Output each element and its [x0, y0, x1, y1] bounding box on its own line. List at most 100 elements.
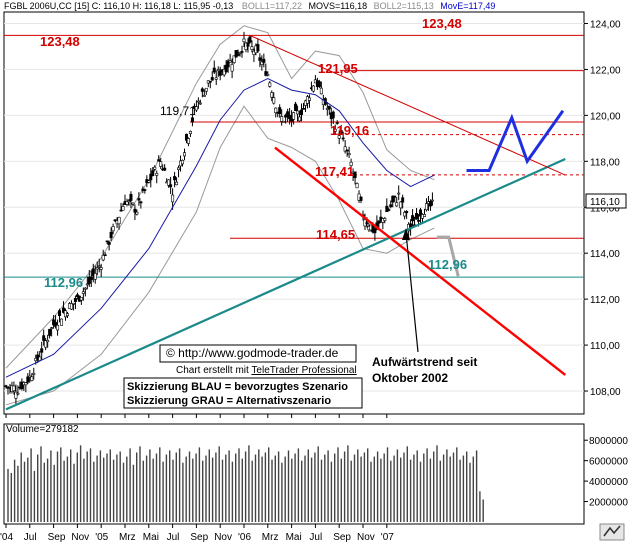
header-movs: MOVS=116,18	[308, 1, 367, 11]
time-tick-label: Mai	[143, 532, 159, 543]
bollinger-lower	[5, 105, 435, 406]
chart-credit-prefix: Chart erstellt mit	[176, 365, 249, 376]
bollinger-upper	[5, 25, 435, 369]
candle-body	[286, 111, 290, 118]
candle-body	[181, 160, 185, 165]
candle-body	[20, 381, 24, 389]
price-bars	[4, 31, 434, 407]
time-tick-label: Nov	[214, 532, 232, 543]
candle-body	[14, 391, 18, 399]
candle-body	[345, 149, 349, 152]
candle-body	[103, 254, 107, 257]
candle-body	[157, 159, 161, 162]
price-tick-label: 108,00	[590, 387, 621, 398]
last-price-label: 116,10	[590, 197, 620, 208]
candle-body	[377, 220, 381, 224]
candle-body	[405, 211, 409, 214]
candle-body	[294, 103, 298, 111]
trend-note-arrow	[405, 232, 419, 353]
candle-body	[311, 85, 315, 92]
candle-body	[79, 297, 83, 301]
level-label: 112,96	[428, 257, 467, 272]
candle-body	[395, 202, 399, 207]
candle-body	[101, 254, 105, 261]
level-label: 119,71	[160, 104, 196, 118]
price-tick-label: 120,00	[590, 111, 621, 122]
candle-body	[226, 60, 230, 68]
time-tick-label: Mai	[286, 532, 302, 543]
candle-body	[85, 283, 89, 286]
candle-body	[139, 201, 143, 204]
volume-bars	[7, 445, 484, 522]
time-tick-label: Jul	[167, 532, 180, 543]
volume-label: Volume=279182	[6, 424, 79, 435]
candle-body	[42, 335, 46, 341]
candle-body	[81, 291, 85, 294]
candle-body	[424, 203, 428, 211]
candle-body	[335, 122, 339, 124]
candle-body	[278, 107, 282, 115]
candle-body	[307, 97, 311, 101]
candle-body	[250, 46, 254, 50]
candle-body	[300, 109, 304, 116]
candle-body	[24, 382, 28, 386]
time-tick-label: '04	[0, 532, 13, 543]
candle-body	[216, 69, 220, 71]
price-tick-label: 114,00	[590, 249, 620, 260]
time-tick-label: Sep	[333, 532, 351, 543]
price-tick-label: 118,00	[590, 157, 620, 168]
candle-body	[147, 180, 151, 183]
candle-body	[58, 310, 62, 316]
time-tick-label: Jul	[24, 532, 37, 543]
candle-body	[12, 385, 16, 392]
candle-body	[87, 276, 91, 284]
candle-body	[159, 161, 163, 167]
level-labels: 123,48 123,48 121,95 119,71 119,16 117,41 114,…	[40, 16, 467, 290]
candle-body	[26, 376, 30, 383]
candle-body	[337, 135, 341, 139]
time-tick-label: Nov	[357, 532, 375, 543]
moving-average-line	[5, 78, 435, 378]
time-axis-ticks: '04 Jul Sep Nov '05 Mrz Mai Jul Sep Nov '06 Mrz Mai J…	[0, 414, 394, 543]
candle-body	[389, 204, 393, 208]
time-tick-label: '06	[238, 532, 251, 543]
header-boll1: BOLL1=117,22	[242, 1, 302, 11]
candle-body	[48, 328, 52, 336]
candle-body	[246, 42, 250, 47]
candle-body	[127, 200, 131, 203]
candle-body	[385, 205, 389, 212]
candle-body	[234, 50, 238, 58]
scenario-grey-line	[436, 235, 460, 277]
candle-body	[204, 87, 208, 92]
level-label: 114,65	[316, 227, 355, 242]
level-label: 123,48	[40, 34, 80, 49]
time-tick-label: '07	[381, 532, 394, 543]
candle-body	[296, 110, 300, 115]
trend-note-line2: Oktober 2002	[372, 371, 448, 385]
candle-body	[401, 197, 405, 203]
candle-body	[89, 276, 93, 280]
candle-body	[93, 273, 97, 280]
legend-grey: Skizzierung GRAU = Alternativszenario	[127, 395, 331, 407]
candle-body	[222, 68, 226, 76]
candle-body	[71, 302, 75, 305]
candle-body	[125, 201, 129, 205]
candle-body	[353, 171, 357, 179]
candle-body	[422, 214, 426, 217]
candle-body	[40, 348, 44, 353]
trend-line-uptrend	[5, 158, 566, 411]
candle-body	[133, 208, 137, 213]
candle-body	[44, 340, 48, 348]
candle-body	[208, 80, 212, 83]
level-label: 123,48	[422, 16, 462, 31]
candle-body	[415, 213, 419, 220]
candle-body	[411, 215, 415, 222]
legend-box: Skizzierung BLAU = bevorzugtes Szenario …	[123, 377, 363, 409]
candle-body	[343, 146, 347, 152]
chart-logo	[599, 523, 625, 541]
candle-body	[167, 179, 171, 186]
candle-body	[177, 167, 181, 170]
candle-body	[56, 324, 60, 331]
candle-body	[266, 74, 270, 76]
